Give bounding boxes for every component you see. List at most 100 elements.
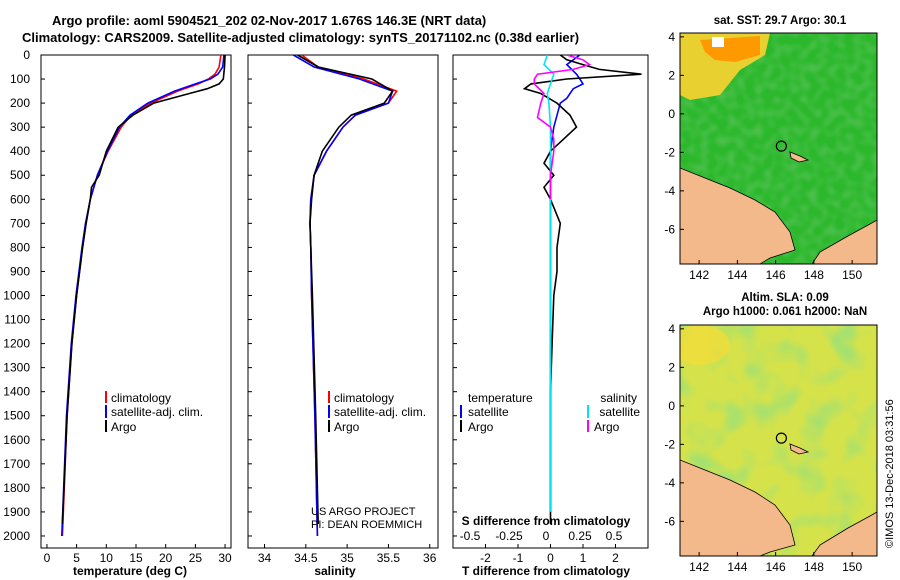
- figure-title-line1: Argo profile: aoml 5904521_202 02-Nov-20…: [52, 13, 486, 28]
- depth-tick-label: 200: [10, 96, 30, 110]
- sst-map-axes: 142 144 146 148 150 4 2 0 -2 -4 -6: [664, 30, 862, 282]
- map-y-tick-label: 4: [668, 30, 675, 44]
- x-tick-label: 0: [44, 551, 51, 565]
- series-line-satellite-adj-clim-: [61, 55, 225, 537]
- map-x-tick-label: 142: [689, 268, 709, 282]
- map-y-tick-label: -6: [664, 514, 675, 528]
- x-tick-label: 5: [73, 551, 80, 565]
- depth-tick-label: 1800: [3, 481, 30, 495]
- legend-label-satellite: satellite-adj. clim.: [334, 405, 426, 419]
- legend-label-climatology: climatology: [111, 391, 171, 405]
- legend-label-t-argo: Argo: [468, 420, 494, 434]
- map-y-tick-label: 0: [668, 107, 675, 121]
- x-tick-label: 1: [580, 551, 587, 565]
- series-group: [522, 55, 642, 524]
- x2-tick-label: -0.25: [495, 529, 523, 543]
- map-x-tick-label: 146: [766, 268, 786, 282]
- series-line-argo: [61, 55, 226, 525]
- figure-title-line2: Climatology: CARS2009. Satellite-adjuste…: [22, 30, 579, 45]
- x2-tick-label: 0.5: [606, 529, 623, 543]
- legend-header-temperature: temperature: [468, 391, 533, 405]
- x-tick-label: 20: [159, 551, 173, 565]
- x-tick-label: 36: [423, 551, 437, 565]
- temperature-axis-label: temperature (deg C): [73, 564, 187, 578]
- credit-line1: US ARGO PROJECT: [311, 506, 416, 518]
- map-x-tick-label: 150: [842, 560, 862, 574]
- legend-header-salinity: salinity: [600, 391, 637, 405]
- salinity-profile-plot: 34 34.5 35 35.5 36: [258, 55, 437, 565]
- x2-tick-label: -0.5: [460, 529, 481, 543]
- map-x-tick-label: 146: [766, 560, 786, 574]
- map-x-tick-label: 148: [804, 560, 824, 574]
- depth-tick-label: 500: [10, 168, 30, 182]
- x2-tick-label: 0: [543, 529, 550, 543]
- sla-land-southeast: [811, 511, 877, 556]
- depth-tick-label: 0: [23, 48, 30, 62]
- sst-map-frame: [679, 32, 878, 265]
- map-y-tick-label: -2: [664, 145, 675, 159]
- t-difference-axis-label: T difference from climatology: [462, 564, 630, 578]
- x-tick-label: 10: [100, 551, 114, 565]
- depth-tick-label: 100: [10, 72, 30, 86]
- sst-land-southeast: [811, 219, 877, 264]
- depth-tick-label: 700: [10, 216, 30, 230]
- legend-label-satellite: satellite-adj. clim.: [111, 405, 203, 419]
- depth-tick-label: 1700: [3, 457, 30, 471]
- series-group: [61, 55, 226, 537]
- credit-line2: PI: DEAN ROEMMICH: [311, 519, 422, 531]
- series-line-climatology: [61, 55, 222, 537]
- map-y-tick-label: -4: [664, 476, 675, 490]
- sla-high-region: [680, 325, 730, 365]
- sla-land-island: [789, 443, 810, 455]
- salinity-axis-label: salinity: [314, 564, 356, 578]
- argo-float-marker: [775, 140, 787, 152]
- sla-map-axes: 142 144 146 148 150 4 2 0 -2 -4 -6: [664, 322, 862, 574]
- sla-map-title-line1: Altim. SLA: 0.09: [741, 292, 829, 304]
- depth-tick-label: 900: [10, 264, 30, 278]
- depth-tick-label: 1000: [3, 288, 30, 302]
- series-group: [292, 55, 398, 537]
- x-tick-label: 0: [547, 551, 554, 565]
- map-x-tick-label: 150: [842, 268, 862, 282]
- x-tick-label: 35: [340, 551, 354, 565]
- map-y-tick-label: 2: [668, 360, 675, 374]
- s-difference-axis-label: S difference from climatology: [462, 514, 631, 528]
- series-line-salinity-argo: [533, 55, 592, 200]
- x-tick-label: -1: [513, 551, 524, 565]
- legend-label-argo: Argo: [334, 420, 360, 434]
- x-tick-label: 34.5: [294, 551, 318, 565]
- depth-tick-label: 1400: [3, 385, 30, 399]
- depth-tick-label: 1600: [3, 433, 30, 447]
- map-x-tick-label: 144: [727, 560, 747, 574]
- depth-tick-label: 1200: [3, 337, 30, 351]
- series-line-argo: [297, 55, 394, 525]
- x-tick-label: -2: [480, 551, 491, 565]
- series-line-temperature-argo: [522, 55, 642, 524]
- x-tick-label: 30: [218, 551, 232, 565]
- sst-missing-data: [712, 37, 724, 47]
- legend-label-t-satellite: satellite: [468, 405, 509, 419]
- temperature-profile-plot: 0 5 10 15 20 25 30: [44, 55, 232, 565]
- depth-tick-label: 1100: [4, 313, 30, 327]
- difference-profile-plot: -2 -1 0 1 2 -0.5 -0.25 0 0.25 0.5: [460, 55, 642, 565]
- sst-map: [680, 33, 877, 264]
- legend-label-climatology: climatology: [334, 391, 394, 405]
- sla-map-frame: [679, 324, 878, 557]
- sst-land-island: [789, 151, 810, 163]
- difference-legend: temperature salinity satellite Argo sate…: [460, 391, 640, 434]
- salinity-legend: climatology satellite-adj. clim. Argo: [328, 391, 426, 434]
- x-tick-label: 25: [189, 551, 203, 565]
- map-y-tick-label: 0: [668, 399, 675, 413]
- argo-float-marker: [775, 432, 787, 444]
- map-x-tick-label: 148: [804, 268, 824, 282]
- depth-axis: 0 100 200 300 400 500 600 700 800 900 1000 1100 1200…: [3, 48, 457, 543]
- salinity-panel-frame: [247, 54, 439, 549]
- series-line-satellite-adj-clim-: [292, 55, 394, 537]
- x-tick-label: 15: [129, 551, 143, 565]
- map-y-tick-label: 2: [668, 68, 675, 82]
- map-y-tick-label: -6: [664, 222, 675, 236]
- legend-label-s-argo: Argo: [594, 420, 620, 434]
- x2-tick-label: 0.25: [568, 529, 592, 543]
- legend-label-s-satellite: satellite: [599, 405, 640, 419]
